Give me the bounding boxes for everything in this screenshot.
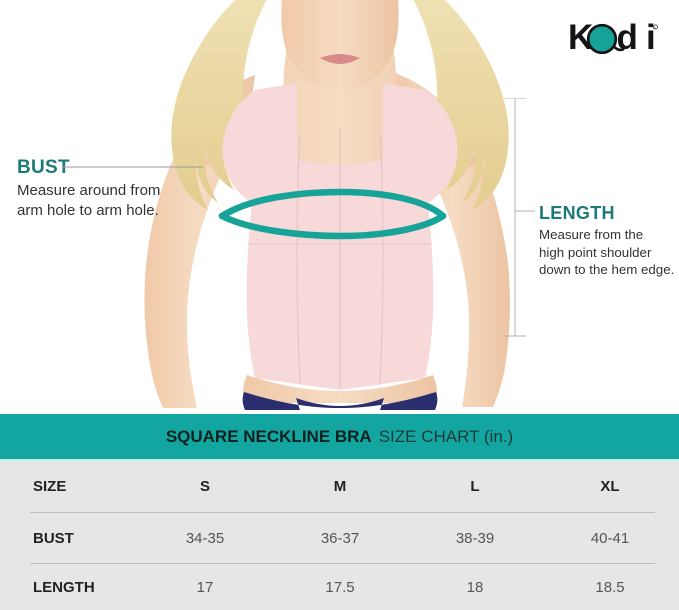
svg-text:d: d [617,18,637,57]
svg-text:i: i [646,18,656,57]
svg-text:R: R [654,26,656,30]
